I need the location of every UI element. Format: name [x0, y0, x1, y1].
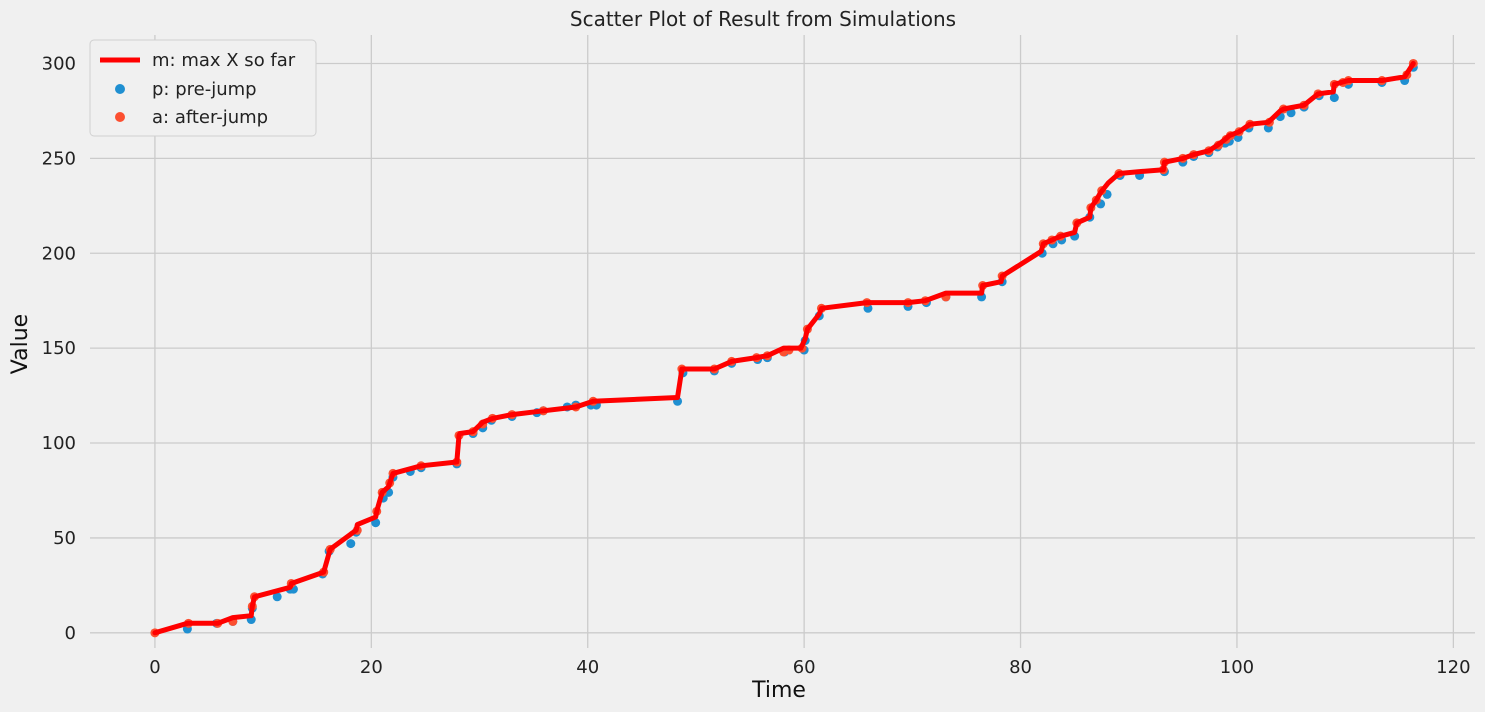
y-tick-label: 50 — [53, 528, 76, 549]
legend-label-max: m: max X so far — [152, 50, 296, 71]
chart-title: Scatter Plot of Result from Simulations — [570, 7, 956, 31]
legend-pre-swatch — [115, 84, 125, 94]
x-tick-label: 20 — [360, 657, 383, 678]
y-tick-labels: 0 50 100 150 200 250 300 — [42, 53, 76, 643]
y-axis-title: Value — [8, 314, 33, 374]
legend-after-swatch — [115, 112, 125, 122]
pre-jump-point — [346, 539, 356, 549]
pre-jump-point — [1329, 93, 1339, 103]
x-tick-label: 120 — [1436, 657, 1470, 678]
pre-jump-point — [1286, 108, 1296, 118]
y-tick-label: 300 — [42, 53, 76, 74]
max-so-far-line — [152, 61, 1416, 636]
x-axis-title: Time — [751, 678, 806, 703]
x-tick-labels: 0 20 40 60 80 100 120 — [149, 657, 1470, 678]
y-tick-label: 150 — [42, 338, 76, 359]
legend: m: max X so far p: pre-jump a: after-jum… — [89, 39, 317, 137]
x-tick-label: 40 — [576, 657, 599, 678]
legend-label-pre: p: pre-jump — [152, 79, 257, 100]
y-tick-label: 100 — [42, 433, 76, 454]
legend-label-after: a: after-jump — [152, 107, 268, 128]
pre-jump-point — [272, 592, 282, 602]
x-tick-label: 100 — [1220, 657, 1254, 678]
y-tick-label: 250 — [42, 148, 76, 169]
y-tick-label: 200 — [42, 243, 76, 264]
x-tick-label: 0 — [149, 657, 160, 678]
x-tick-label: 60 — [793, 657, 816, 678]
y-tick-label: 0 — [65, 623, 76, 644]
plot-marks — [150, 58, 1418, 638]
x-tick-label: 80 — [1009, 657, 1032, 678]
legend-box — [89, 39, 317, 137]
